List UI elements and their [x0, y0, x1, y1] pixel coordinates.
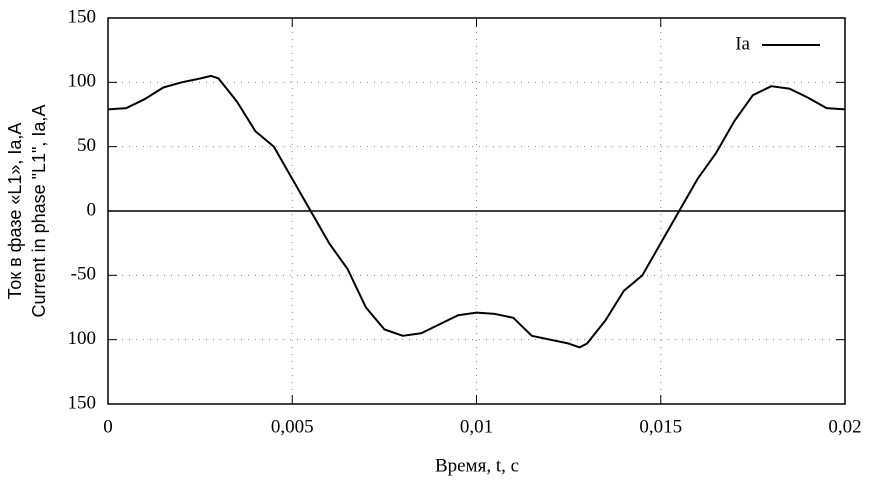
y-axis-label: Ток в фазе «L1», Ia,A	[5, 123, 25, 300]
x-tick-label: 0	[103, 416, 113, 437]
series-line	[107, 74, 846, 349]
x-tick-label: 0,005	[271, 416, 314, 437]
plot-frame	[107, 17, 846, 405]
y-tick-label: 50	[77, 135, 96, 156]
y-axis-label: Current in phase "L1", Ia,A	[29, 105, 49, 318]
y-tick-label: -50	[71, 264, 96, 285]
y-tick-label: 150	[68, 6, 97, 27]
y-tick-label: 150	[68, 392, 97, 413]
y-tick-label: 100	[68, 71, 97, 92]
y-tick-label: 100	[68, 328, 97, 349]
x-tick-label: 0,015	[639, 416, 682, 437]
x-tick-label: 0,01	[460, 416, 493, 437]
x-tick-label: 0,02	[828, 416, 861, 437]
legend-label: Ia	[735, 33, 750, 54]
x-axis-label: Время, t, с	[435, 455, 519, 476]
y-tick-label: 0	[87, 199, 97, 220]
